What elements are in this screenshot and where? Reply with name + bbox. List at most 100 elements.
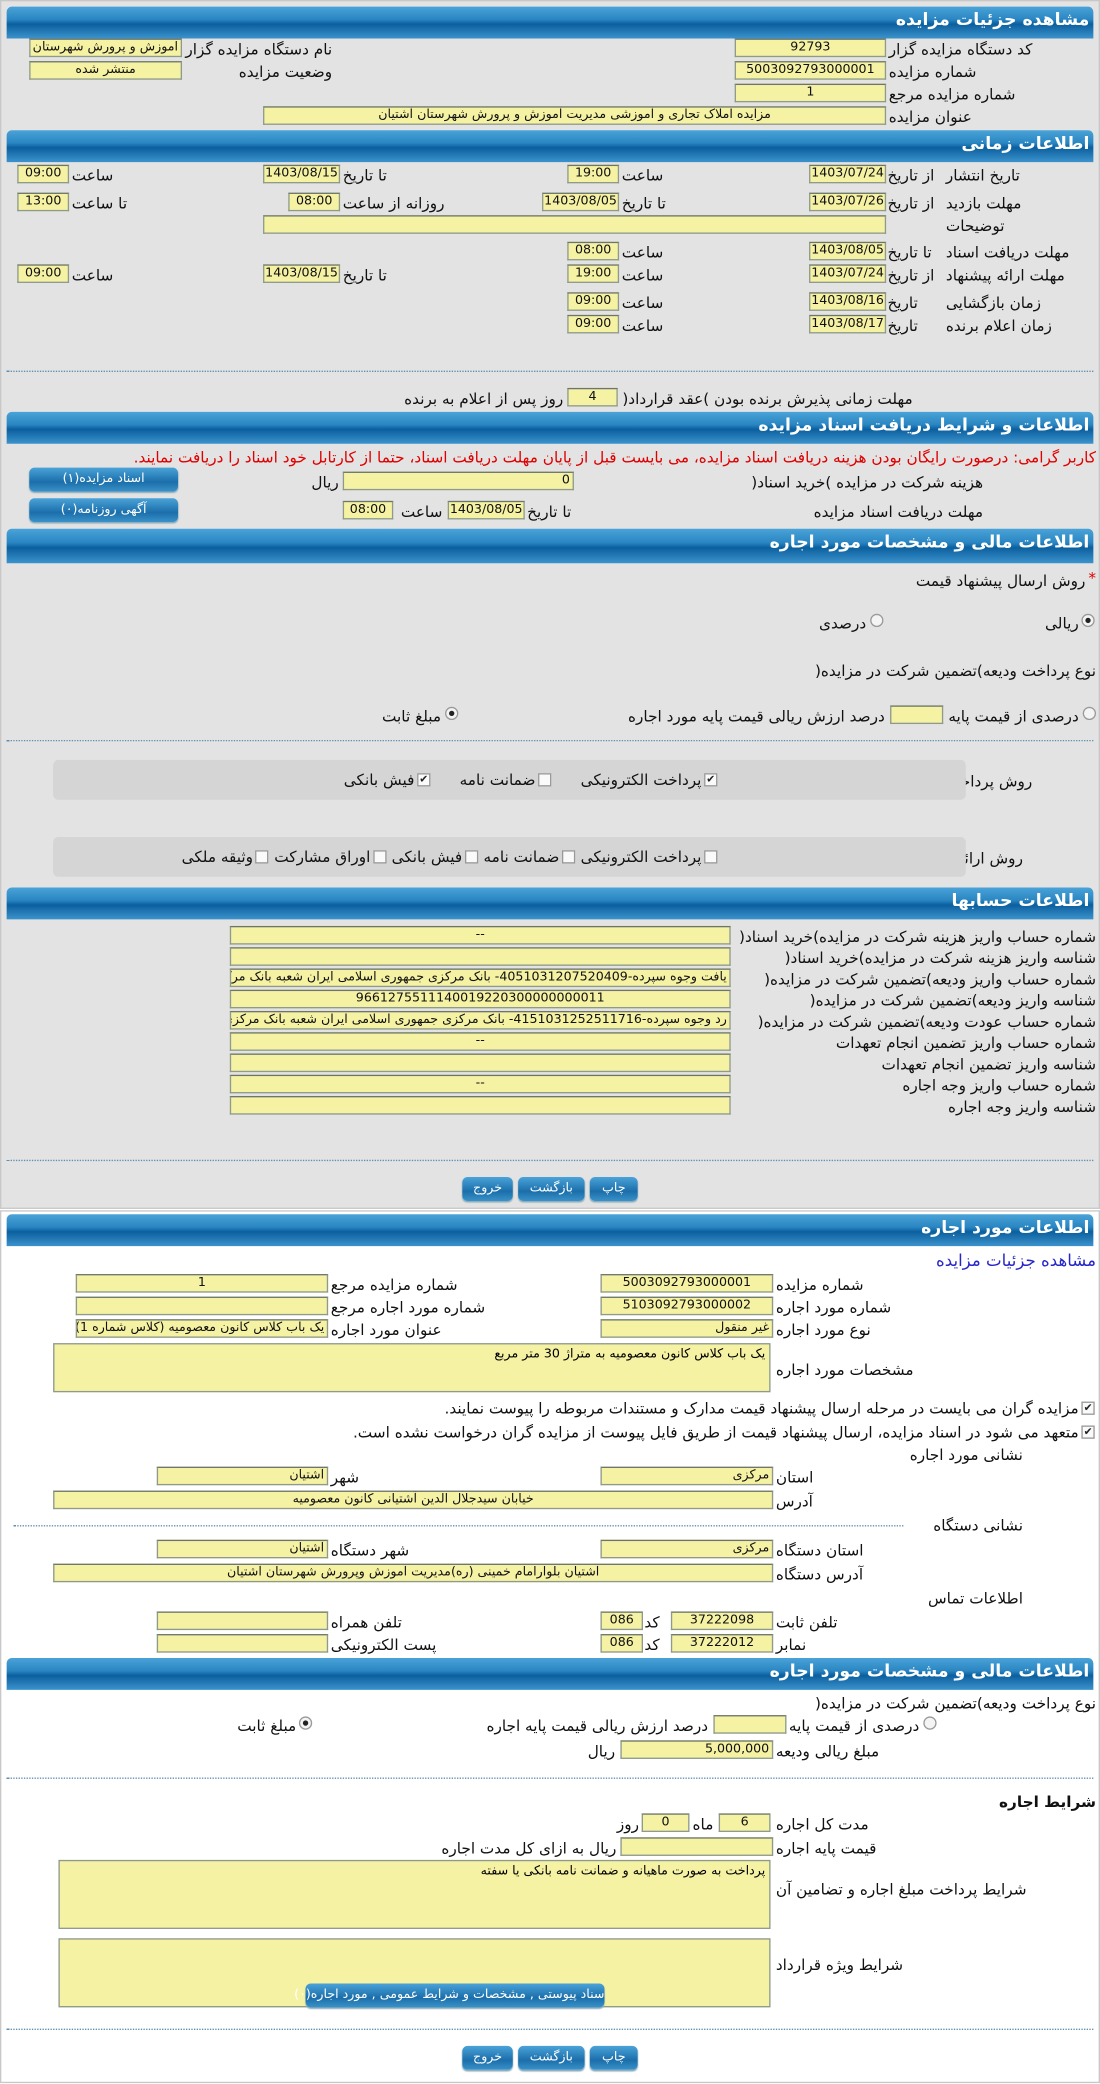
publish-from-time[interactable]: 19:00 xyxy=(567,164,620,184)
item-type-field[interactable]: غیر منقول xyxy=(600,1319,774,1338)
print-button[interactable]: چاپ xyxy=(589,2045,638,2070)
back-button[interactable]: بازگشت xyxy=(518,1177,585,1201)
deposit-electronic-option[interactable]: ✔ پرداخت الکترونیکی xyxy=(581,771,718,789)
offer-to-date[interactable]: 1403/08/15 xyxy=(263,264,341,283)
guarantee-property-option[interactable]: وثیقه ملکی xyxy=(182,848,269,866)
radio-percent-base[interactable] xyxy=(923,1716,937,1730)
mobile-field[interactable] xyxy=(156,1611,329,1631)
lease-number-field[interactable]: 5003092793000001 xyxy=(600,1274,774,1293)
item-spec-field[interactable]: یک باب کلاس کانون معصومیه به متراژ 30 مت… xyxy=(53,1343,771,1393)
visit-from-date[interactable]: 1403/07/26 xyxy=(809,192,887,212)
radio-fixed[interactable] xyxy=(298,1716,313,1730)
radio-rial[interactable] xyxy=(1081,613,1095,628)
radio-percent-base[interactable] xyxy=(1082,706,1097,721)
accept-days-field[interactable]: 4 xyxy=(567,387,618,407)
offer-from-date[interactable]: 1403/07/24 xyxy=(809,264,887,283)
subject-field[interactable]: مزایده املاک تجاری و آموزشی مدیریت آموزش… xyxy=(263,106,887,125)
visit-to-date[interactable]: 1403/08/05 xyxy=(542,192,620,212)
lease-ref-field[interactable]: 1 xyxy=(75,1274,329,1293)
percent-field[interactable] xyxy=(713,1715,787,1734)
address-field[interactable]: خیابان سیدجلال الدین آشتیانی کانون معصوم… xyxy=(53,1490,774,1510)
exit-button[interactable]: خروج xyxy=(462,1177,513,1201)
attach-docs-checkbox[interactable]: ✔ xyxy=(1081,1401,1095,1415)
account-field[interactable] xyxy=(229,1096,731,1115)
account-field[interactable]: رد وجوه سپرده-4151031252511716- بانک مرک… xyxy=(229,1010,731,1030)
guarantee-letter-checkbox[interactable] xyxy=(562,850,576,864)
ref-field[interactable]: 1 xyxy=(734,83,887,103)
visit-daily-to[interactable]: 13:00 xyxy=(17,192,70,212)
deposit-bank-receipt-option[interactable]: ✔ فیش بانکی xyxy=(344,771,431,789)
org-field[interactable]: اموزش و پرورش شهرستان xyxy=(29,38,183,58)
account-field[interactable] xyxy=(229,947,731,966)
fax-field[interactable]: 37222012 xyxy=(670,1634,774,1653)
print-button[interactable]: چاپ xyxy=(589,1177,638,1201)
guarantee-electronic-checkbox[interactable] xyxy=(704,850,718,864)
guarantee-bonds-checkbox[interactable] xyxy=(373,850,387,864)
doc-deadline-date[interactable]: 1403/08/05 xyxy=(447,500,525,520)
deposit-bank-receipt-checkbox[interactable]: ✔ xyxy=(417,773,431,787)
winner-time[interactable]: 09:00 xyxy=(567,314,620,334)
attachments-button[interactable]: سناد پیوستی , مشخصات و شرایط عمومی , مور… xyxy=(294,1983,605,2008)
deposit-guarantee-option[interactable]: ضمانت نامه xyxy=(460,771,552,789)
doc-deadline-time[interactable]: 08:00 xyxy=(342,500,394,520)
offer-from-time[interactable]: 19:00 xyxy=(567,264,620,283)
view-auction-details-link[interactable]: مشاهده جزئیات مزایده xyxy=(936,1250,1097,1271)
guarantee-bank-receipt-option[interactable]: فیش بانکی xyxy=(392,848,479,866)
winner-date[interactable]: 1403/08/17 xyxy=(809,314,887,334)
item-title-field[interactable]: یک باب کلاس کانون معصومیه (کلاس شماره 1) xyxy=(75,1319,329,1338)
no-file-offer-checkbox[interactable]: ✔ xyxy=(1081,1425,1095,1439)
guarantee-letter-option[interactable]: ضمانت نامه xyxy=(483,848,576,866)
radio-percent[interactable] xyxy=(870,613,884,628)
code-field[interactable]: 92793 xyxy=(734,38,887,58)
fax-code-field[interactable]: 086 xyxy=(600,1634,643,1653)
guarantee-bonds-option[interactable]: اوراق مشارکت xyxy=(274,848,387,866)
province-field[interactable]: مرکزی xyxy=(600,1466,774,1486)
publish-to-date[interactable]: 1403/08/15 xyxy=(263,164,341,184)
radio-fixed[interactable] xyxy=(445,706,459,721)
email-field[interactable] xyxy=(156,1634,329,1653)
guarantee-property-checkbox[interactable] xyxy=(255,850,269,864)
guarantee-electronic-option[interactable]: پرداخت الکترونیکی xyxy=(581,848,718,866)
account-field[interactable]: -- xyxy=(229,1032,731,1051)
days-field[interactable]: 0 xyxy=(641,1813,690,1833)
org-address-field[interactable]: آشتیان بلوارامام خمینی (ره)مدیریت آموزش … xyxy=(53,1563,774,1583)
winner-label: زمان اعلام برنده xyxy=(945,316,1052,335)
deposit-field[interactable]: 5,000,000 xyxy=(620,1740,774,1759)
org-province-field[interactable]: مرکزی xyxy=(600,1539,774,1559)
city-field[interactable]: آشتیان xyxy=(156,1466,329,1486)
visit-daily-from[interactable]: 08:00 xyxy=(288,192,341,212)
phone-field[interactable]: 37222098 xyxy=(670,1611,774,1631)
phone-code-field[interactable]: 086 xyxy=(600,1611,643,1631)
publish-from-date[interactable]: 1403/07/24 xyxy=(809,164,887,184)
newspaper-ad-button[interactable]: آگهی روزنامه(۰) xyxy=(29,498,179,523)
offer-to-time[interactable]: 09:00 xyxy=(17,264,70,283)
auction-documents-button[interactable]: اسناد مزایده(۱) xyxy=(29,467,179,492)
account-field[interactable]: -- xyxy=(229,925,731,945)
account-label: شناسه واریز ودیعه)تضمین شرکت در مزایده( xyxy=(809,991,1097,1010)
account-field[interactable] xyxy=(229,1053,731,1073)
deposit-guarantee-checkbox[interactable] xyxy=(538,773,552,787)
publish-to-time[interactable]: 09:00 xyxy=(17,164,70,184)
account-field[interactable]: 9661275511140019220300000000011 xyxy=(229,989,731,1009)
account-field[interactable]: -- xyxy=(229,1074,731,1094)
opening-date[interactable]: 1403/08/16 xyxy=(809,292,887,311)
doc-deadline-date[interactable]: 1403/08/05 xyxy=(809,241,887,261)
payment-terms-field[interactable]: پرداخت به صورت ماهیانه و ضمانت نامه بانک… xyxy=(58,1859,771,1929)
base-price-field[interactable] xyxy=(620,1837,774,1856)
status-field[interactable]: منتشر شده xyxy=(29,61,183,80)
deposit-electronic-checkbox[interactable]: ✔ xyxy=(704,773,718,787)
number-field[interactable]: 5003092793000001 xyxy=(734,61,887,80)
fee-field[interactable]: 0 xyxy=(342,471,574,491)
opening-time[interactable]: 09:00 xyxy=(567,292,620,311)
org-city-field[interactable]: آشتیان xyxy=(156,1539,329,1559)
item-no-field[interactable]: 5103092793000002 xyxy=(600,1296,774,1316)
account-field[interactable]: یافت وجوه سپرده-4051031207520409- بانک م… xyxy=(229,968,731,988)
back-button[interactable]: بازگشت xyxy=(518,2045,585,2070)
notes-field[interactable] xyxy=(263,215,887,234)
doc-deadline-time[interactable]: 08:00 xyxy=(567,241,620,261)
months-field[interactable]: 6 xyxy=(718,1813,771,1833)
percent-field[interactable] xyxy=(890,705,944,725)
guarantee-bank-receipt-checkbox[interactable] xyxy=(464,850,479,864)
item-ref-field[interactable] xyxy=(75,1296,329,1316)
exit-button[interactable]: خروج xyxy=(462,2045,513,2070)
